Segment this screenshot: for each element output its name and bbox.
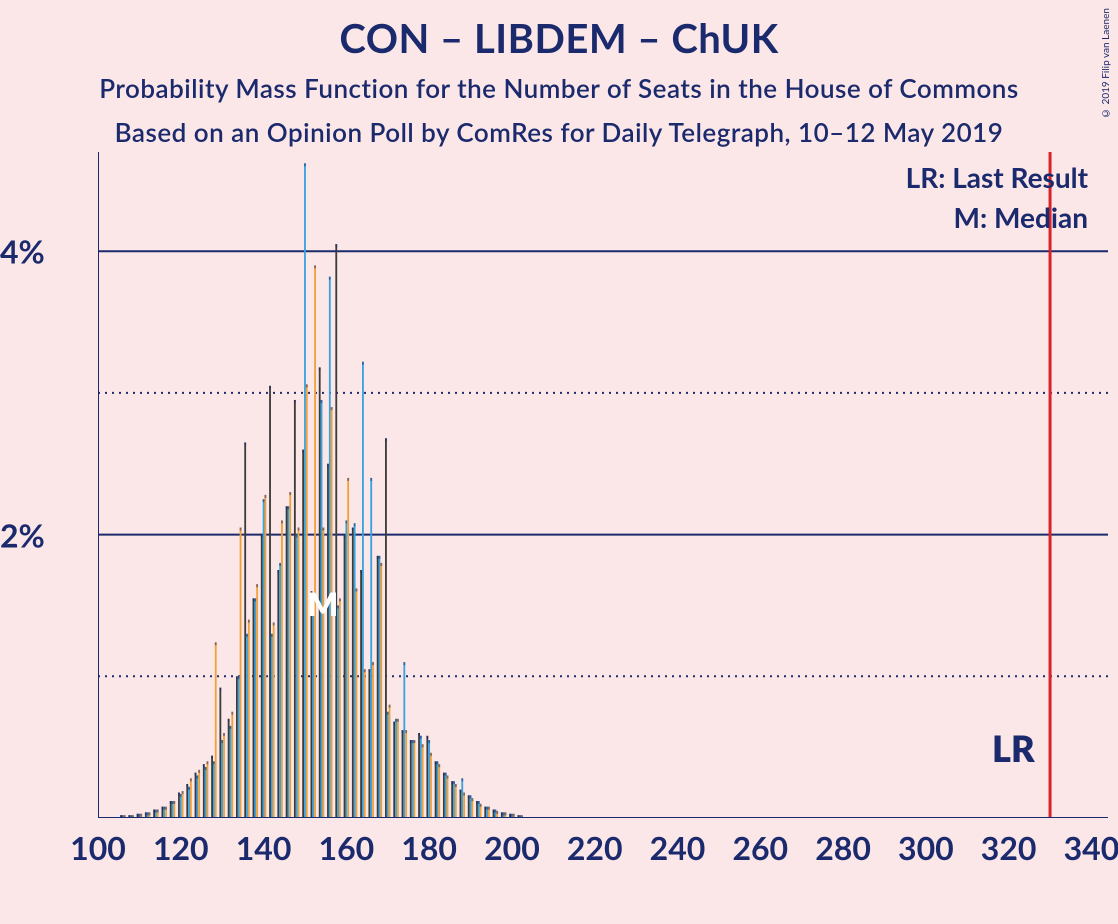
x-tick-label: 200 — [484, 828, 540, 867]
x-tick-label: 320 — [981, 828, 1037, 867]
y-tick-label: 4% — [0, 232, 84, 271]
x-tick-label: 300 — [898, 828, 954, 867]
x-tick-label: 140 — [236, 828, 292, 867]
x-tick-label: 160 — [319, 828, 375, 867]
legend-median: M: Median — [954, 200, 1088, 234]
x-tick-label: 100 — [70, 828, 126, 867]
lr-marker-label: LR — [992, 726, 1035, 770]
chart-subtitle: Probability Mass Function for the Number… — [0, 72, 1118, 104]
median-marker-label: M — [308, 584, 339, 623]
x-tick-label: 180 — [401, 828, 457, 867]
x-tick-label: 260 — [732, 828, 788, 867]
chart-title: CON – LIBDEM – ChUK — [0, 0, 1118, 62]
chart-source: Based on an Opinion Poll by ComRes for D… — [0, 116, 1118, 148]
x-tick-label: 120 — [153, 828, 209, 867]
copyright: © 2019 Filip van Laenen — [1100, 8, 1112, 119]
x-tick-label: 340 — [1064, 828, 1118, 867]
x-tick-label: 280 — [815, 828, 871, 867]
y-tick-label: 2% — [0, 515, 84, 554]
x-tick-label: 240 — [650, 828, 706, 867]
pmf-chart — [98, 152, 1108, 818]
x-tick-label: 220 — [567, 828, 623, 867]
legend-last-result: LR: Last Result — [906, 160, 1088, 194]
